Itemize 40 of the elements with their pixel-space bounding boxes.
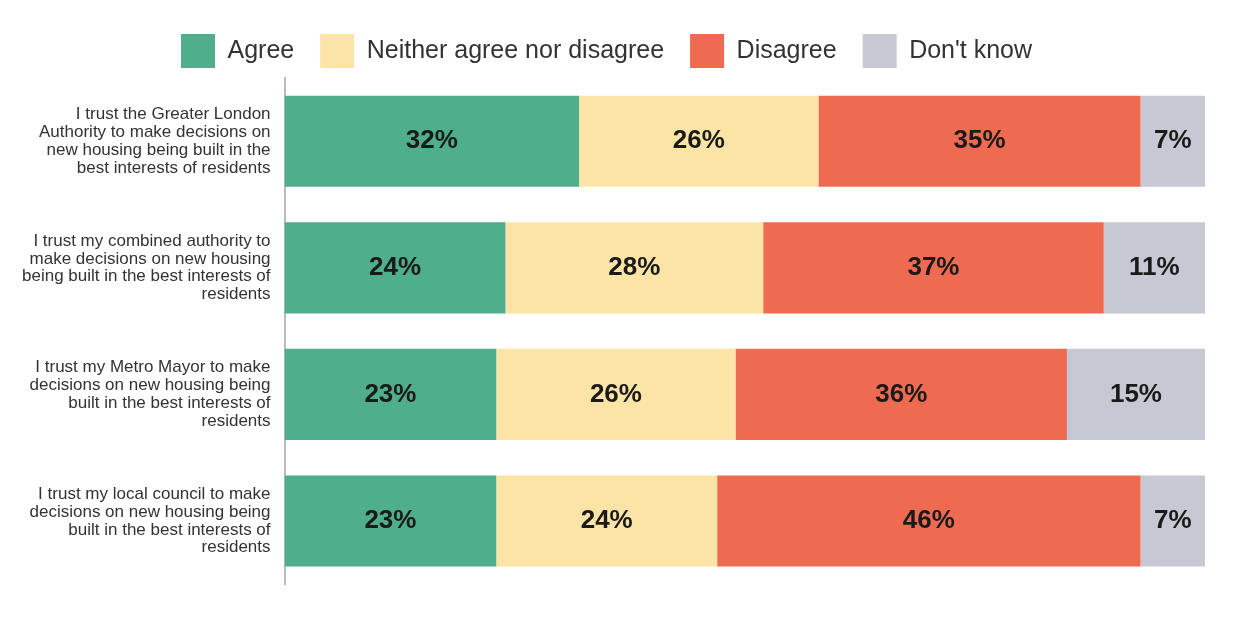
bar (1140, 95, 1205, 187)
bar (1066, 348, 1205, 440)
bar (284, 95, 580, 187)
data-label: 46% (902, 504, 955, 535)
y-tick-label: I trust my combined authority to make decisions on new housing being built in the best interests of residents (22, 230, 271, 304)
data-label: 37% (907, 251, 960, 282)
bar (505, 222, 764, 314)
data-label: 7% (1153, 124, 1192, 155)
data-label: 26% (589, 377, 642, 408)
bar (284, 222, 506, 314)
data-label: 24% (368, 251, 422, 282)
bar (717, 475, 1141, 567)
data-label: 32% (405, 124, 458, 155)
bar (1103, 222, 1205, 314)
data-label: 7% (1153, 504, 1192, 535)
data-label: 23% (364, 377, 417, 408)
y-tick-label: I trust the Greater London Authority to make decisions on new housing being built in the best interests of residents (39, 104, 271, 177)
y-tick-label: I trust my Metro Mayor to make decisions on new housing being built in the best interests of residents (29, 357, 271, 430)
data-label: 24% (580, 504, 633, 535)
bar (763, 222, 1104, 314)
legend-label: Don't know (909, 34, 1033, 63)
data-label: 28% (608, 251, 661, 282)
legend-label: Neither agree nor disagree (366, 34, 665, 63)
data-label: 11% (1129, 251, 1180, 282)
data-label: 15% (1109, 377, 1162, 408)
bar (735, 348, 1067, 440)
legend-label: Disagree (736, 34, 837, 63)
bar (818, 95, 1141, 187)
legend-label: Agree (227, 34, 295, 63)
data-label: 23% (364, 504, 417, 535)
bar (284, 475, 497, 567)
data-label: 35% (953, 124, 1006, 155)
bar (284, 348, 497, 440)
bar (579, 95, 819, 187)
data-label: 26% (672, 124, 725, 155)
bar (496, 348, 736, 440)
bar (496, 475, 718, 567)
bar (1140, 475, 1205, 567)
y-tick-label: I trust my local council to make decisions on new housing being built in the best interests of residents (29, 483, 271, 557)
data-label: 36% (875, 377, 928, 408)
